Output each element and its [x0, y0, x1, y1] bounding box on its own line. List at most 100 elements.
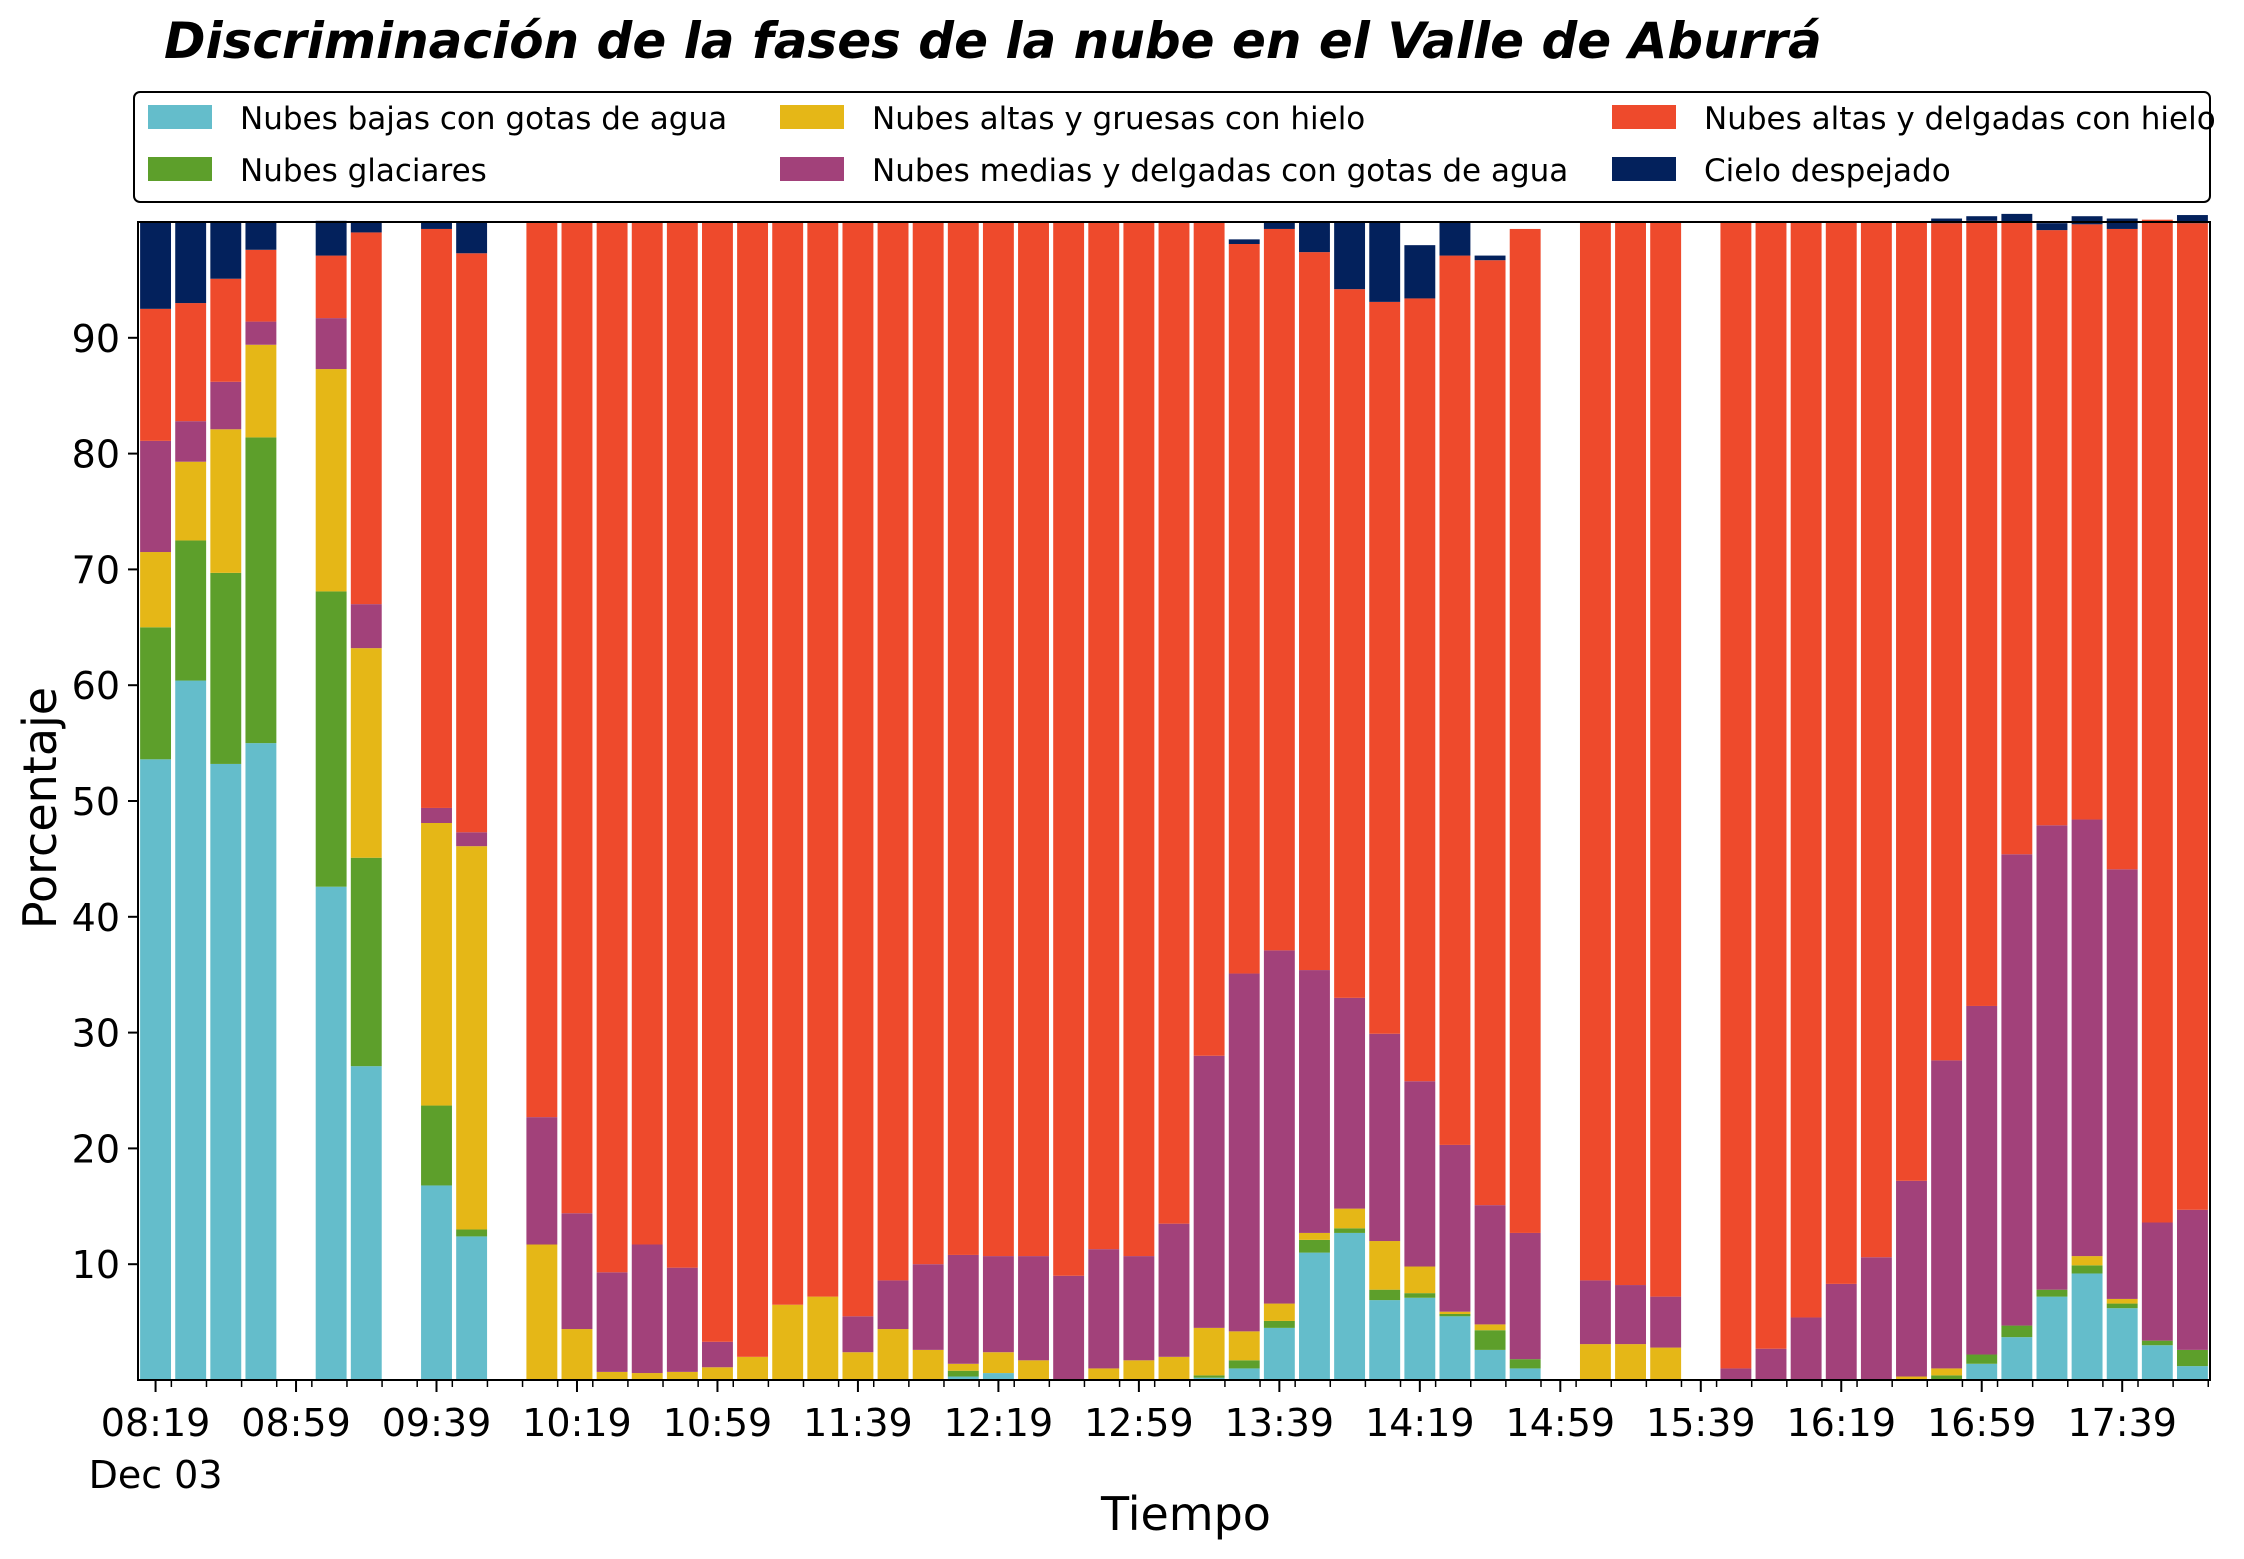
bar-segment-high_thin_ice-15 [666, 222, 698, 1268]
legend-label-high_thick_ice: Nubes altas y gruesas con hielo [872, 101, 1365, 137]
bar-segment-mid_thin_water-20 [842, 1316, 874, 1353]
bar-segment-low_water-39 [1509, 1368, 1541, 1380]
legend-swatch-mid_thin_water [780, 157, 844, 181]
bar-segment-high_thin_ice-55 [2071, 224, 2103, 820]
bar-segment-high_thin_ice-16 [702, 222, 733, 1342]
bar-segment-glacier-36 [1404, 1293, 1436, 1298]
bar-segment-mid_thin_water-16 [702, 1341, 733, 1368]
bar-segment-high_thick_ice-56 [2106, 1298, 2138, 1304]
bar-segment-high_thin_ice-47 [1790, 222, 1822, 1318]
x-tick-label: 16:19 [1786, 1401, 1896, 1445]
bar-segment-high_thin_ice-22 [912, 222, 944, 1265]
bar-segment-mid_thin_water-12 [561, 1213, 593, 1330]
bar-segment-high_thick_ice-42 [1615, 1344, 1646, 1380]
bar-segment-high_thin_ice-20 [842, 222, 874, 1317]
bar-segment-clear_sky-0 [140, 222, 172, 309]
bar-segment-high_thick_ice-30 [1193, 1327, 1225, 1376]
bar-segment-clear_sky-58 [2176, 215, 2208, 224]
legend-swatch-glacier [148, 157, 212, 181]
bar-segment-high_thick_ice-5 [315, 369, 347, 592]
bar-segment-high_thick_ice-35 [1369, 1241, 1401, 1290]
bar-segment-mid_thin_water-30 [1193, 1055, 1225, 1328]
bar-segment-mid_thin_water-54 [2036, 825, 2068, 1290]
bar-segment-high_thin_ice-49 [1860, 222, 1892, 1258]
bar-segment-low_water-23 [947, 1376, 979, 1380]
bar-segment-glacier-51 [1931, 1375, 1963, 1380]
bar-segment-high_thin_ice-42 [1615, 222, 1646, 1286]
bar-segment-high_thick_ice-6 [350, 648, 382, 858]
bar-segment-mid_thin_water-6 [350, 604, 382, 649]
legend-label-high_thin_ice: Nubes altas y delgadas con hielo [1704, 101, 2216, 137]
bar-segment-high_thin_ice-58 [2176, 223, 2208, 1210]
bar-segment-mid_thin_water-11 [526, 1117, 558, 1245]
bar-segment-high_thin_ice-48 [1825, 222, 1857, 1284]
bar-segment-high_thick_ice-11 [526, 1244, 558, 1380]
x-tick-label: 09:39 [382, 1401, 492, 1445]
x-tick-label: 12:59 [1084, 1401, 1194, 1445]
bar-segment-low_water-35 [1369, 1300, 1401, 1380]
bar-segment-high_thin_ice-57 [2141, 219, 2173, 1223]
bar-segment-mid_thin_water-58 [2176, 1209, 2208, 1350]
bar-segment-high_thin_ice-28 [1123, 222, 1155, 1257]
legend-swatch-clear_sky [1612, 157, 1676, 181]
bar-segment-low_water-30 [1193, 1377, 1225, 1380]
bar-segment-low_water-1 [175, 680, 207, 1380]
y-tick-label: 10 [72, 1243, 120, 1287]
bar-segment-high_thick_ice-0 [140, 552, 172, 628]
bar-segment-mid_thin_water-47 [1790, 1317, 1822, 1380]
bar-segment-mid_thin_water-0 [140, 440, 172, 553]
bar-segment-mid_thin_water-15 [666, 1267, 698, 1372]
bar-segment-low_water-53 [2001, 1337, 2033, 1380]
bar-segment-high_thin_ice-27 [1088, 222, 1120, 1250]
bar-segment-glacier-34 [1334, 1228, 1366, 1233]
bar-segment-high_thin_ice-11 [526, 222, 558, 1118]
bar-segment-high_thick_ice-22 [912, 1349, 944, 1380]
bar-segment-mid_thin_water-27 [1088, 1249, 1120, 1369]
bar-segment-mid_thin_water-37 [1439, 1144, 1471, 1312]
bar-segment-high_thick_ice-17 [737, 1356, 769, 1380]
bar-segment-clear_sky-51 [1931, 218, 1963, 224]
bar-segment-high_thin_ice-45 [1720, 222, 1752, 1369]
bar-segment-high_thick_ice-16 [702, 1367, 733, 1380]
bar-segment-high_thin_ice-33 [1299, 252, 1330, 971]
bar-segment-clear_sky-6 [350, 222, 382, 233]
bar-segment-high_thin_ice-31 [1228, 244, 1260, 974]
bar-segment-mid_thin_water-21 [877, 1280, 909, 1330]
x-tick-label: 12:19 [944, 1401, 1054, 1445]
bar-segment-mid_thin_water-41 [1579, 1280, 1611, 1345]
y-tick-label: 80 [72, 433, 120, 477]
bar-segment-mid_thin_water-52 [1966, 1005, 1998, 1355]
bar-segment-high_thin_ice-9 [456, 253, 488, 833]
bar-segment-glacier-35 [1369, 1289, 1401, 1301]
bar-segment-glacier-57 [2141, 1340, 2173, 1346]
bar-segment-glacier-3 [245, 437, 277, 744]
bar-segment-mid_thin_water-22 [912, 1264, 944, 1350]
bar-segment-glacier-5 [315, 591, 347, 887]
bar-segment-high_thin_ice-29 [1158, 222, 1190, 1224]
bar-segment-glacier-37 [1439, 1313, 1471, 1317]
bar-segment-glacier-54 [2036, 1289, 2068, 1297]
bar-segment-low_water-6 [350, 1066, 382, 1380]
bar-segment-mid_thin_water-26 [1053, 1275, 1085, 1380]
bar-segment-glacier-58 [2176, 1349, 2208, 1367]
legend-label-glacier: Nubes glaciares [240, 153, 487, 189]
bar-segment-mid_thin_water-39 [1509, 1232, 1541, 1360]
bar-segment-glacier-6 [350, 857, 382, 1067]
bar-segment-mid_thin_water-28 [1123, 1256, 1155, 1361]
bar-segment-low_water-38 [1474, 1349, 1506, 1380]
bar-segment-high_thin_ice-46 [1755, 222, 1787, 1349]
bar-segment-clear_sky-5 [315, 220, 347, 256]
bar-segment-mid_thin_water-32 [1263, 950, 1295, 1304]
bar-segment-high_thick_ice-19 [807, 1296, 839, 1380]
x-tick-label: 17:39 [2067, 1401, 2177, 1445]
bar-segment-mid_thin_water-48 [1825, 1283, 1857, 1380]
bar-segment-high_thick_ice-41 [1579, 1344, 1611, 1380]
bar-segment-mid_thin_water-25 [1018, 1256, 1049, 1361]
x-tick-label: 10:59 [663, 1401, 773, 1445]
bar-segment-high_thin_ice-36 [1404, 298, 1436, 1082]
bar-segment-mid_thin_water-42 [1615, 1285, 1646, 1345]
x-tick-label: 14:59 [1506, 1401, 1616, 1445]
bar-segment-mid_thin_water-57 [2141, 1222, 2173, 1341]
